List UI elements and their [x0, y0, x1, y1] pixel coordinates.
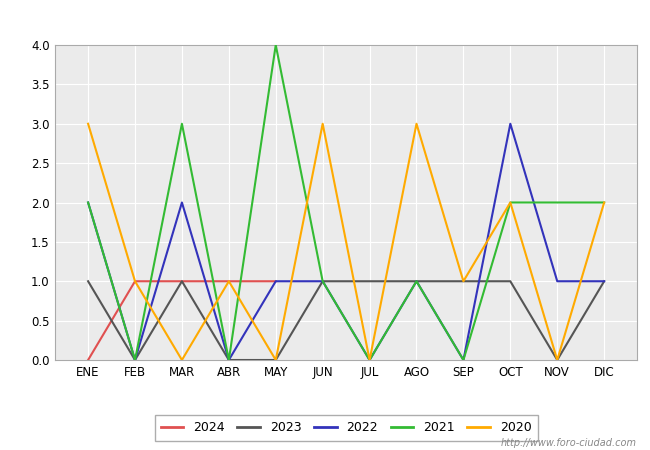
Text: http://www.foro-ciudad.com: http://www.foro-ciudad.com [501, 438, 637, 448]
Legend: 2024, 2023, 2022, 2021, 2020: 2024, 2023, 2022, 2021, 2020 [155, 415, 538, 441]
Text: Matriculaciones de Vehiculos en Algatocín: Matriculaciones de Vehiculos en Algatocí… [151, 11, 499, 30]
